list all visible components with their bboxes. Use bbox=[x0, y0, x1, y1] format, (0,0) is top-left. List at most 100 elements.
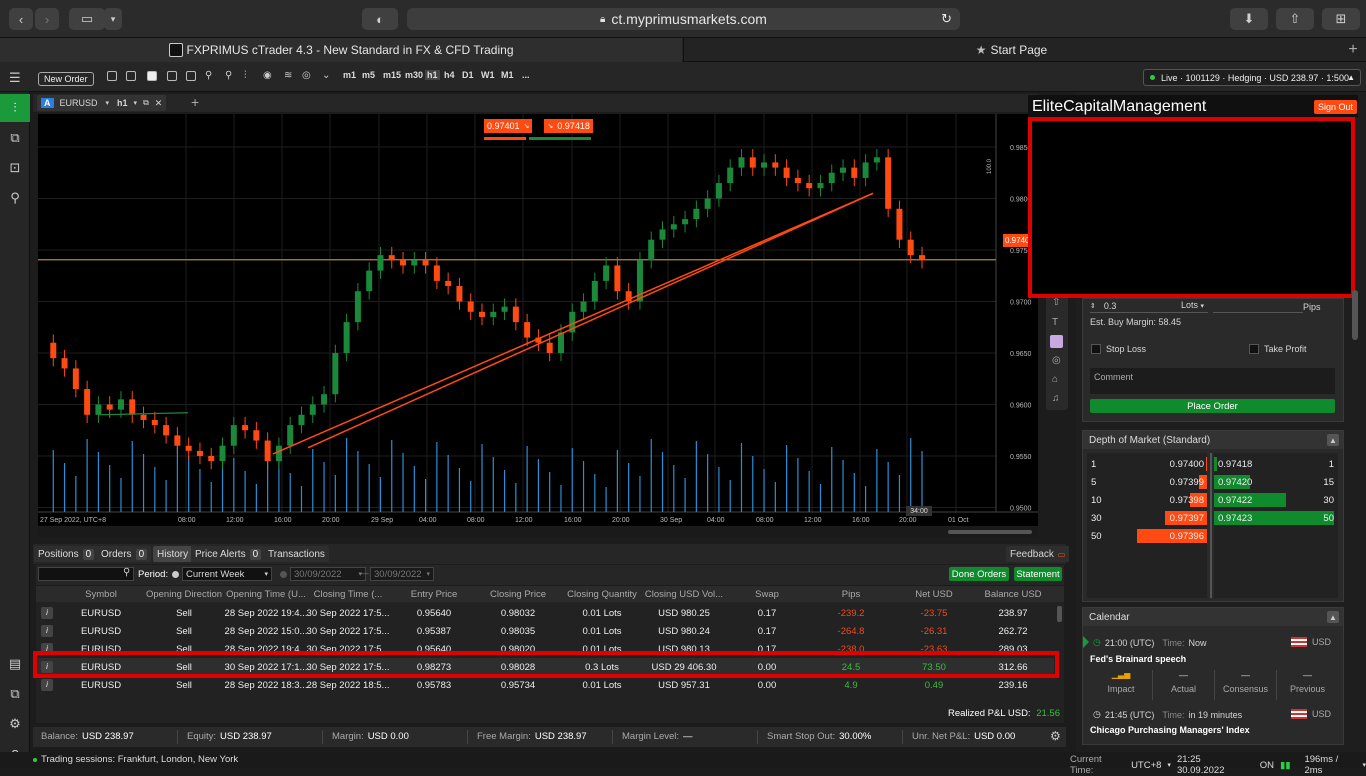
chart-type-icon[interactable] bbox=[107, 71, 117, 81]
table-row[interactable]: i EURUSD Sell 30 Sep 2022 17:1... 30 Sep 202… bbox=[36, 658, 1054, 676]
zoom-out-icon[interactable]: ⚲ bbox=[225, 70, 233, 81]
timeframe-M1[interactable]: M1 bbox=[501, 70, 514, 80]
new-tab-icon[interactable]: + bbox=[1348, 41, 1358, 58]
comment-input[interactable]: Comment bbox=[1090, 368, 1335, 394]
column-header[interactable]: Pips bbox=[841, 589, 861, 600]
collapse-icon[interactable]: ▲ bbox=[1327, 611, 1339, 623]
table-scrollbar[interactable] bbox=[1057, 606, 1062, 622]
address-bar[interactable]: 🔒︎ ct.myprimusmarkets.com ↻ bbox=[407, 8, 960, 30]
column-header[interactable]: Closing Price bbox=[490, 589, 546, 600]
timeframe-h1[interactable]: h1 bbox=[425, 70, 440, 80]
tab-overview-icon[interactable]: ⊞ bbox=[1322, 8, 1360, 30]
cbot-icon[interactable]: ◉ bbox=[263, 70, 272, 81]
column-header[interactable]: Entry Price bbox=[410, 589, 458, 600]
tab-orders[interactable]: Orders 0 bbox=[97, 546, 152, 562]
dom-buy-row[interactable]: 0.97422 30 bbox=[1214, 493, 1338, 507]
dom-sell-row[interactable]: 1 0.97400 bbox=[1087, 457, 1207, 471]
on-toggle[interactable]: ON bbox=[1259, 759, 1274, 771]
timeframe-W1[interactable]: W1 bbox=[481, 70, 495, 80]
scroll-thumb[interactable] bbox=[948, 530, 1032, 534]
grid-chart-icon[interactable] bbox=[186, 71, 196, 81]
pips-input[interactable] bbox=[1213, 299, 1303, 313]
text-icon[interactable]: T bbox=[1052, 317, 1059, 328]
column-header[interactable]: Net USD bbox=[915, 589, 953, 600]
column-header[interactable]: Symbol bbox=[85, 589, 117, 600]
dom-sell-row[interactable]: 50 0.97396 bbox=[1087, 529, 1207, 543]
column-header[interactable]: Opening Direction bbox=[145, 589, 223, 600]
single-chart-icon[interactable] bbox=[147, 71, 157, 81]
menu-icon[interactable]: ☰ bbox=[9, 70, 21, 85]
price-chart[interactable]: 0.9850 0.9800 0.9750 0.9700 0.9650 0.9600 0.95… bbox=[38, 114, 1038, 526]
event-title[interactable]: Chicago Purchasing Managers' Index bbox=[1090, 725, 1250, 735]
done-orders-button[interactable]: Done Orders bbox=[949, 567, 1009, 581]
timeframe-h4[interactable]: h4 bbox=[444, 70, 455, 80]
timeframe-m15[interactable]: m15 bbox=[383, 70, 402, 80]
back-icon[interactable]: ‹ bbox=[9, 8, 33, 30]
dom-sell-row[interactable]: 30 0.97397 bbox=[1087, 511, 1207, 525]
analyze-icon[interactable]: ⚲ bbox=[10, 190, 20, 205]
tab-transactions[interactable]: Transactions bbox=[264, 546, 329, 562]
symbol-search-input[interactable] bbox=[38, 567, 134, 581]
sign-out-button[interactable]: Sign Out bbox=[1314, 100, 1358, 114]
more-timeframes-button[interactable]: ... bbox=[522, 70, 530, 80]
timeframe-m30[interactable]: m30 bbox=[405, 70, 424, 80]
info-icon[interactable]: i bbox=[41, 661, 53, 673]
stop-loss-checkbox[interactable]: Stop Loss bbox=[1091, 344, 1146, 354]
magnet-icon[interactable]: ◎ bbox=[1052, 355, 1061, 366]
checkbox[interactable] bbox=[1091, 344, 1101, 354]
timeframe-D1[interactable]: D1 bbox=[462, 70, 474, 80]
right-panel-scrollbar[interactable] bbox=[1352, 290, 1358, 340]
take-profit-checkbox[interactable]: Take Profit bbox=[1249, 344, 1307, 354]
multi-chart-icon[interactable] bbox=[167, 71, 177, 81]
date-to-input[interactable]: 30/09/2022 ▾ bbox=[370, 567, 434, 581]
column-header[interactable]: Closing Time (... bbox=[313, 589, 383, 600]
sidebar-icon[interactable]: ▭ bbox=[69, 8, 105, 30]
column-header[interactable]: Opening Time (U... bbox=[226, 589, 306, 600]
period-select[interactable]: Current Week ▾ bbox=[182, 567, 272, 581]
arrow-up-icon[interactable]: ⇧ bbox=[1052, 297, 1061, 308]
copy-icon[interactable]: ⧉ bbox=[10, 130, 20, 145]
column-header[interactable]: Swap bbox=[755, 589, 779, 600]
info-icon[interactable]: i bbox=[41, 607, 53, 619]
timeframe-m5[interactable]: m5 bbox=[362, 70, 376, 80]
event-title[interactable]: Fed's Brainard speech bbox=[1090, 654, 1187, 664]
trade-icon[interactable]: ⫶ bbox=[0, 94, 30, 122]
column-header[interactable]: Closing USD Vol... bbox=[644, 589, 724, 600]
date-range-radio[interactable] bbox=[280, 571, 287, 578]
table-row[interactable]: i EURUSD Sell 28 Sep 2022 18:3... 28 Sep 202… bbox=[36, 676, 1054, 694]
statement-button[interactable]: Statement bbox=[1014, 567, 1062, 581]
sell-button[interactable]: 0.97401 ↘ bbox=[484, 119, 533, 133]
download-icon[interactable]: ⬇ bbox=[1230, 8, 1268, 30]
add-chart-icon[interactable]: + bbox=[191, 94, 200, 110]
dom-buy-row[interactable]: 0.97423 50 bbox=[1214, 511, 1338, 525]
period-radio[interactable] bbox=[172, 571, 179, 578]
chevron-down-icon[interactable]: ▾ bbox=[104, 8, 122, 30]
chevron-down-icon[interactable]: ⌄ bbox=[322, 70, 331, 81]
layout-icon[interactable] bbox=[126, 71, 136, 81]
dom-sell-row[interactable]: 10 0.97398 bbox=[1087, 493, 1207, 507]
buy-button[interactable]: ↘ 0.97418 bbox=[544, 119, 593, 133]
column-header[interactable]: Balance USD bbox=[984, 589, 1042, 600]
checkbox[interactable] bbox=[1249, 344, 1259, 354]
account-selector[interactable]: Live · 1001129 · Hedging · USD 238.97 · … bbox=[1143, 69, 1361, 86]
share-icon[interactable]: ⇧ bbox=[1276, 8, 1314, 30]
table-row[interactable]: i EURUSD Sell 28 Sep 2022 15:0... 30 Sep 202… bbox=[36, 622, 1054, 640]
forward-icon[interactable]: › bbox=[35, 8, 59, 30]
timeframe-m1[interactable]: m1 bbox=[343, 70, 357, 80]
new-order-button[interactable]: New Order bbox=[38, 72, 94, 86]
indicator-icon[interactable]: ⫶ bbox=[244, 70, 247, 81]
column-header[interactable]: Closing Quantity bbox=[567, 589, 637, 600]
table-row[interactable]: i EURUSD Sell 28 Sep 2022 19:4... 30 Sep 202… bbox=[36, 604, 1054, 622]
info-icon[interactable]: i bbox=[41, 625, 53, 637]
automate-icon[interactable]: ⊡ bbox=[9, 160, 21, 175]
zoom-in-icon[interactable]: ⚲ bbox=[205, 70, 213, 81]
tab-history[interactable]: History bbox=[153, 546, 193, 562]
browser-tab-start-page[interactable]: ★ Start Page bbox=[683, 38, 1339, 62]
chart-tab-eurusd[interactable]: A EURUSD ▾ h1 ▾ ⧉ ✕ bbox=[37, 95, 167, 111]
store-icon[interactable]: ▤ bbox=[8, 656, 22, 671]
quantity-stepper[interactable]: ⇕ 0.3 ▾ bbox=[1090, 299, 1208, 313]
settings-gear-icon[interactable]: ⚙ bbox=[9, 716, 21, 731]
tab-positions[interactable]: Positions 0 bbox=[34, 546, 99, 562]
tab-price-alerts[interactable]: Price Alerts 0 bbox=[191, 546, 266, 562]
info-icon[interactable]: i bbox=[41, 679, 53, 691]
